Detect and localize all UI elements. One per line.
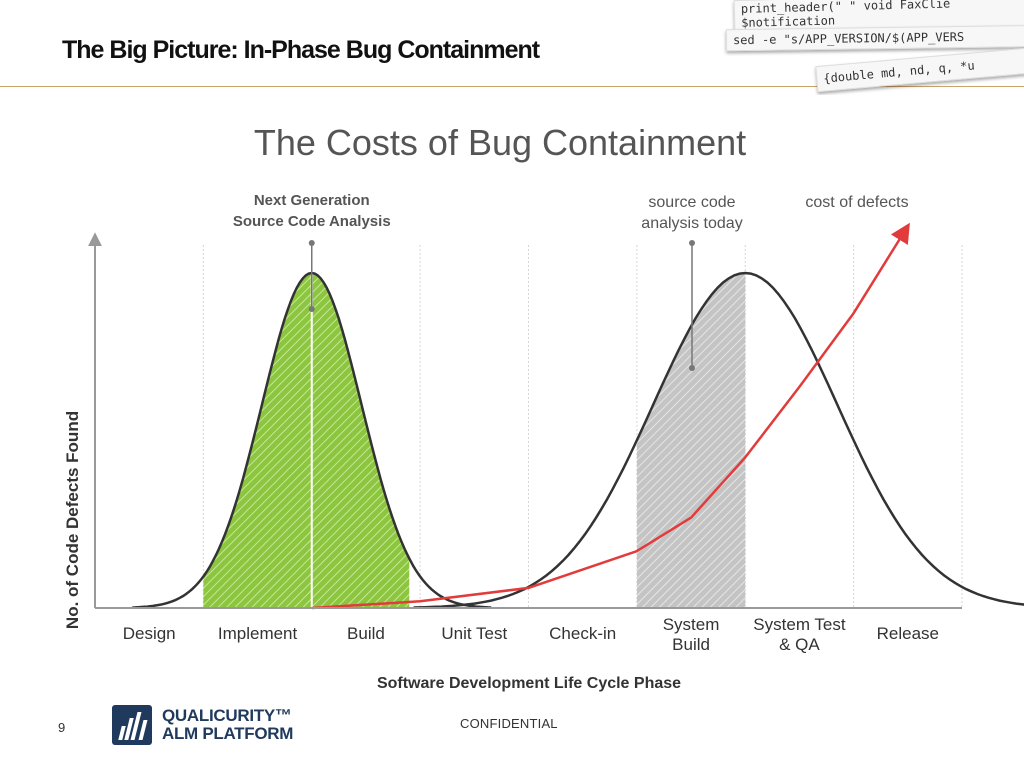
x-tick-label: Unit Test [441,624,507,643]
next-gen-label-line: Source Code Analysis [233,213,391,230]
x-tick-label-line: Design [123,624,176,643]
x-tick-label-line: Implement [218,624,298,643]
x-tick-label-line: Unit Test [441,624,507,643]
slide-title: The Big Picture: In-Phase Bug Containmen… [62,36,540,64]
logo-mark-icon [112,705,152,745]
x-tick-label-line: System Test [753,615,846,634]
logo-line-2: ALM PLATFORM [162,724,294,743]
next-gen-pointer-dot [308,240,315,246]
today-label-line: analysis today [641,215,742,232]
next-gen-pointer-dot [308,306,315,312]
shaded-area-1 [636,273,746,608]
x-tick-label-line: Build [347,624,385,643]
next-gen-label-line: Next Generation [254,192,370,209]
shaded-area-0 [203,273,410,608]
x-tick-label-line: & QA [779,635,820,654]
shaded-regions [203,273,746,608]
cost-of-defects-label: cost of defects [805,194,908,211]
axes [88,232,962,609]
x-tick-label: Release [877,624,939,643]
annotations: Next Generation Source Code Analysis sourc… [233,192,909,371]
bug-containment-chart: The Costs of Bug Containment Next Genera… [0,95,1024,705]
x-axis-label: Software Development Life Cycle Phase [377,675,681,692]
confidential-label: CONFIDENTIAL [460,716,558,731]
logo-line-1: QUALICURITY™ [162,706,292,725]
x-tick-label-line: Check-in [549,624,616,643]
x-tick-label: Check-in [549,624,616,643]
x-tick-label: System Build [663,615,720,654]
code-strip-3: {double md, nd, q, *u [815,45,1024,93]
qualicurity-logo: QUALICURITY™ ALM PLATFORM [112,704,312,746]
title-divider [0,86,1024,87]
x-tick-labels: Design Implement Build Unit Test Check-in Sys… [123,615,939,654]
code-strip-decoration: print_header(" " void FaxClie $notificat… [720,0,1024,95]
page-number: 9 [58,720,66,735]
chart-title: The Costs of Bug Containment [254,122,746,163]
today-pointer-dot [689,365,695,371]
y-axis-label: No. of Code Defects Found [63,411,82,629]
x-tick-label: Build [347,624,385,643]
x-tick-label-line: Release [877,624,939,643]
x-tick-label-line: Build [672,635,710,654]
code-strip-2: sed -e "s/APP_VERSION/$(APP_VERS [725,24,1024,52]
cost-of-defects-curve [311,222,910,610]
chart-svg: The Costs of Bug Containment Next Genera… [63,122,1024,692]
today-pointer-dot [689,240,695,246]
x-tick-label: Implement [218,624,298,643]
x-tick-label: System Test & QA [753,615,846,654]
x-tick-label-line: System [663,615,720,634]
today-label-line: source code [648,194,735,211]
x-tick-label: Design [123,624,176,643]
